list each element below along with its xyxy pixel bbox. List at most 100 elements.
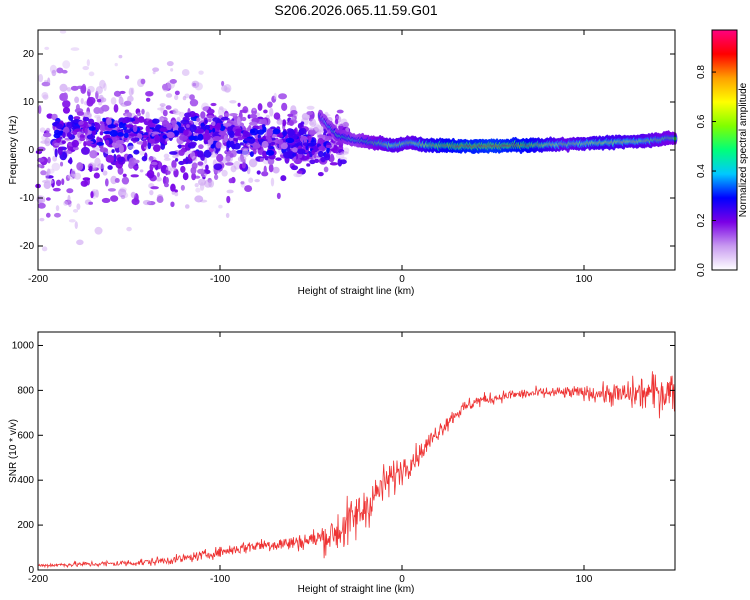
- snr-x-tick-label: 100: [576, 574, 593, 585]
- spectrogram-cell: [94, 226, 103, 235]
- spectrogram-cell: [191, 172, 197, 181]
- spectrogram-cell: [148, 138, 155, 144]
- spectrogram-cell: [261, 140, 269, 149]
- spectrogram-cell: [154, 134, 160, 142]
- spectrogram-cell: [68, 201, 72, 208]
- spectrogram-cell: [296, 170, 303, 174]
- spectrogram-cell: [329, 162, 339, 166]
- spectrogram-cell: [166, 60, 174, 67]
- spectrogram-cell: [223, 83, 232, 93]
- spectrogram-cell: [39, 127, 46, 133]
- spectrogram-cell: [130, 191, 136, 199]
- spectrogram-cell: [41, 91, 49, 99]
- spectrogram-cell: [71, 139, 80, 148]
- spectrogram-cell: [96, 98, 102, 103]
- spectrogram-cell: [59, 30, 67, 34]
- spectrogram-cell: [163, 157, 171, 161]
- spectrogram-cell: [145, 97, 151, 102]
- spectrogram-cell: [259, 157, 264, 162]
- spectrogram-cell: [237, 102, 241, 107]
- spectrogram-cell: [166, 170, 171, 175]
- snr-x-tick-label: 0: [399, 574, 405, 585]
- spectrogram-cell: [272, 128, 281, 135]
- spectrogram-x-axis-title: Height of straight line (km): [298, 286, 415, 297]
- spectrogram-cell: [122, 173, 127, 178]
- spectrogram-cell: [101, 104, 110, 112]
- spectrogram-cell: [46, 168, 51, 177]
- spectrogram-cell: [136, 141, 145, 145]
- spectrogram-cell: [76, 111, 85, 116]
- spectrogram-cell: [139, 169, 144, 173]
- spectrogram-cell: [129, 133, 138, 137]
- spectrogram-cell: [329, 153, 335, 163]
- spectrogram-cell: [86, 99, 94, 107]
- spectrogram-cell: [178, 111, 185, 118]
- spectrogram-cell: [78, 120, 84, 125]
- spectrogram-cell: [118, 144, 124, 154]
- spectrogram-cell: [188, 135, 197, 141]
- spectrogram-cell: [102, 117, 106, 122]
- spectrogram-cell: [165, 93, 173, 98]
- spectrogram-cell: [99, 121, 105, 125]
- spectrogram-cell: [80, 180, 89, 187]
- spectrogram-cell: [165, 105, 172, 110]
- spectrogram-cell: [131, 198, 140, 206]
- spectrogram-cell: [240, 180, 246, 188]
- snr-y-tick-label: 200: [17, 520, 34, 531]
- spectrogram-cell: [267, 137, 272, 144]
- spectrogram-cell: [37, 195, 46, 203]
- spectrogram-cell: [88, 71, 95, 77]
- spectrogram-cell: [159, 103, 166, 107]
- spectrogram-cell: [130, 174, 139, 178]
- spectrogram-cell: [162, 134, 168, 139]
- spectrogram-cell: [311, 149, 315, 156]
- spectrogram-cell: [249, 151, 254, 158]
- spectrogram-cell: [223, 134, 229, 143]
- spectrogram-cell: [132, 124, 138, 133]
- spectrogram-cell: [139, 150, 145, 156]
- spectrogram-cell: [317, 134, 326, 139]
- spectrogram-cell: [177, 144, 182, 149]
- spectrogram-cell: [254, 179, 260, 183]
- spectrogram-cell: [172, 122, 176, 128]
- spectrogram-cell: [215, 141, 222, 149]
- spectrogram-cell: [235, 128, 242, 133]
- spectrogram-cell: [46, 179, 54, 185]
- spectrogram-cell: [237, 155, 247, 163]
- spectrogram-cell: [221, 80, 225, 87]
- spectrogram-cell: [213, 163, 223, 171]
- spectrogram-cell: [225, 212, 230, 218]
- spectrogram-cell: [181, 69, 190, 77]
- colorbar-title: Normalized spectral amplitude: [738, 82, 749, 217]
- spectrogram-cell: [94, 122, 101, 131]
- spectrogram-cell: [288, 120, 294, 127]
- spectrogram-cell: [118, 121, 124, 129]
- spectrogram-cell: [232, 142, 241, 150]
- spectrogram-cell: [86, 59, 90, 67]
- spectrogram-cell: [340, 151, 349, 155]
- spectrogram-cell: [128, 157, 137, 167]
- spectrogram-cell: [99, 131, 104, 136]
- spectrogram-cell: [280, 175, 287, 182]
- spectrogram-cell: [228, 178, 234, 184]
- spectrogram-cell: [306, 105, 315, 110]
- spectrogram-cell: [237, 136, 244, 141]
- spectrogram-cell: [198, 144, 204, 150]
- spectrogram-cell: [47, 156, 51, 164]
- spectrogram-cell: [68, 114, 74, 121]
- spectrogram-cell: [171, 190, 176, 195]
- spectrogram-cell: [39, 217, 45, 222]
- spectrogram-cell: [79, 137, 86, 142]
- spectrogram-cell: [123, 129, 132, 134]
- spectrogram-cell: [55, 179, 62, 187]
- spectrogram-cell: [223, 113, 231, 117]
- spectrogram-cell: [244, 138, 251, 142]
- spectrogram-cell: [257, 103, 263, 111]
- spectrogram-cell: [339, 159, 347, 165]
- spectrogram-cell: [286, 145, 291, 153]
- spectrogram-cell: [85, 140, 94, 144]
- spectrogram-cell: [317, 150, 324, 158]
- spectrogram-cell: [123, 137, 128, 141]
- spectrogram-cell: [109, 129, 118, 137]
- spectrogram-cell: [212, 117, 221, 123]
